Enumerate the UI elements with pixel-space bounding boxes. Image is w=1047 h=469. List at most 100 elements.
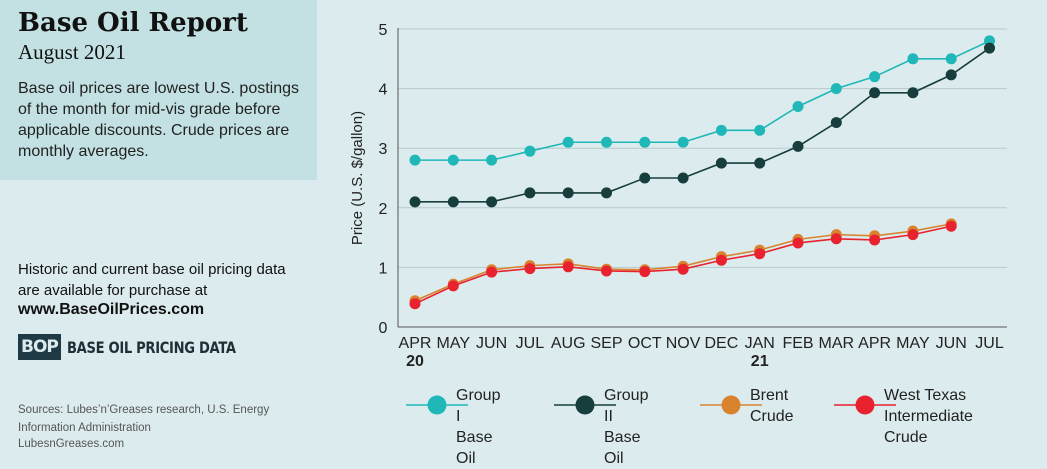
data-point xyxy=(754,157,766,169)
data-point xyxy=(869,234,881,246)
data-point xyxy=(447,154,459,166)
data-point xyxy=(447,196,459,208)
data-point xyxy=(409,298,421,310)
data-point xyxy=(486,196,498,208)
x-tick-label: OCT xyxy=(628,335,662,352)
series-line-group-ii-base-oil xyxy=(415,47,990,203)
legend-swatch xyxy=(834,395,896,415)
data-point xyxy=(984,42,995,54)
x-tick-label: JUL xyxy=(975,335,1004,352)
chart-legend: Group I Base Oil Group II Base Oil Brent Crud… xyxy=(400,383,1040,467)
data-point xyxy=(601,265,612,277)
x-year-label: 21 xyxy=(751,353,769,370)
data-point xyxy=(715,124,727,136)
data-point xyxy=(945,220,957,232)
x-tick-label: NOV xyxy=(666,335,701,352)
sources-text: Sources: Lubes’n’Greases research, U.S. … xyxy=(18,404,270,434)
x-tick-label: APR xyxy=(858,335,891,352)
legend-swatch xyxy=(700,395,762,415)
website-text: LubesnGreases.com xyxy=(18,438,125,450)
data-point xyxy=(562,261,574,273)
legend-marker xyxy=(855,395,875,415)
data-point xyxy=(869,71,881,83)
x-tick-label: MAY xyxy=(437,335,471,352)
data-point xyxy=(907,87,919,99)
x-tick-label: DEC xyxy=(705,335,739,352)
legend-label: West Texas Intermediate Crude xyxy=(884,385,973,448)
data-point xyxy=(639,136,651,148)
data-point xyxy=(754,248,766,260)
title-panel: Base Oil Report August 2021 Base oil pri… xyxy=(0,0,317,180)
data-point xyxy=(677,172,689,184)
series-line-group-i-base-oil xyxy=(415,40,990,161)
y-tick-label: 3 xyxy=(379,141,388,158)
data-point xyxy=(830,233,842,245)
data-point xyxy=(524,187,536,199)
data-point xyxy=(601,187,612,199)
data-point xyxy=(792,237,804,249)
data-point xyxy=(562,187,574,199)
x-tick-label: MAR xyxy=(819,335,855,352)
legend-label-line1: Brent xyxy=(750,387,789,404)
x-year-label: 20 xyxy=(406,353,424,370)
data-point xyxy=(409,154,421,166)
legend-label-line1: Group II xyxy=(604,387,649,425)
data-point xyxy=(486,154,498,166)
data-point xyxy=(639,172,651,184)
data-point xyxy=(562,136,574,148)
data-point xyxy=(907,229,919,241)
legend-label-line2: Base Oil xyxy=(456,429,493,467)
legend-marker xyxy=(721,395,741,415)
legend-marker xyxy=(575,395,595,415)
page-title: Base Oil Report xyxy=(18,8,248,38)
data-point xyxy=(792,100,804,112)
data-point xyxy=(409,196,421,208)
y-tick-label: 5 xyxy=(379,22,388,39)
legend-label-line2: Crude xyxy=(750,408,794,425)
data-point xyxy=(945,53,957,65)
data-point xyxy=(601,136,612,148)
bop-logo-mark: BOP xyxy=(18,334,61,360)
data-point xyxy=(715,157,727,169)
promo-text: Historic and current base oil pricing da… xyxy=(18,261,286,299)
bop-logo-text: BASE OIL PRICING DATA xyxy=(66,337,236,357)
x-tick-label: JAN xyxy=(745,335,775,352)
legend-label: Group I Base Oil xyxy=(456,385,500,469)
x-tick-label: MAY xyxy=(896,335,930,352)
data-point xyxy=(869,87,881,99)
legend-swatch xyxy=(406,395,468,415)
data-point xyxy=(447,280,459,292)
y-tick-label: 2 xyxy=(379,201,388,218)
legend-marker xyxy=(427,395,447,415)
x-tick-label: AUG xyxy=(551,335,586,352)
x-tick-label: FEB xyxy=(782,335,813,352)
x-tick-label: JUL xyxy=(516,335,545,352)
data-point xyxy=(945,69,957,81)
data-point xyxy=(639,266,651,278)
legend-label: Brent Crude xyxy=(750,385,794,427)
legend-label-line1: West Texas xyxy=(884,387,967,404)
y-tick-label: 0 xyxy=(379,320,388,337)
data-point xyxy=(792,140,804,152)
x-tick-label: JUN xyxy=(476,335,507,352)
page-subtitle: August 2021 xyxy=(18,40,126,64)
promo-url-link[interactable]: www.BaseOilPrices.com xyxy=(18,301,205,318)
y-tick-label: 1 xyxy=(379,260,388,277)
data-point xyxy=(524,263,536,275)
y-axis-title: Price (U.S. $/gallon) xyxy=(349,111,366,245)
x-tick-label: JUN xyxy=(936,335,967,352)
y-tick-label: 4 xyxy=(379,82,388,99)
data-point xyxy=(486,266,498,278)
description-text: Base oil prices are lowest U.S. postings… xyxy=(18,80,300,160)
data-point xyxy=(715,254,727,266)
data-point xyxy=(677,263,689,275)
legend-label-line1: Group I xyxy=(456,387,501,425)
legend-label: Group II Base Oil xyxy=(604,385,648,469)
x-tick-label: SEP xyxy=(590,335,622,352)
x-tick-label: APR xyxy=(399,335,432,352)
bop-logo: BOP BASE OIL PRICING DATA xyxy=(18,333,273,361)
legend-swatch xyxy=(554,395,616,415)
data-point xyxy=(677,136,689,148)
data-point xyxy=(524,145,536,157)
